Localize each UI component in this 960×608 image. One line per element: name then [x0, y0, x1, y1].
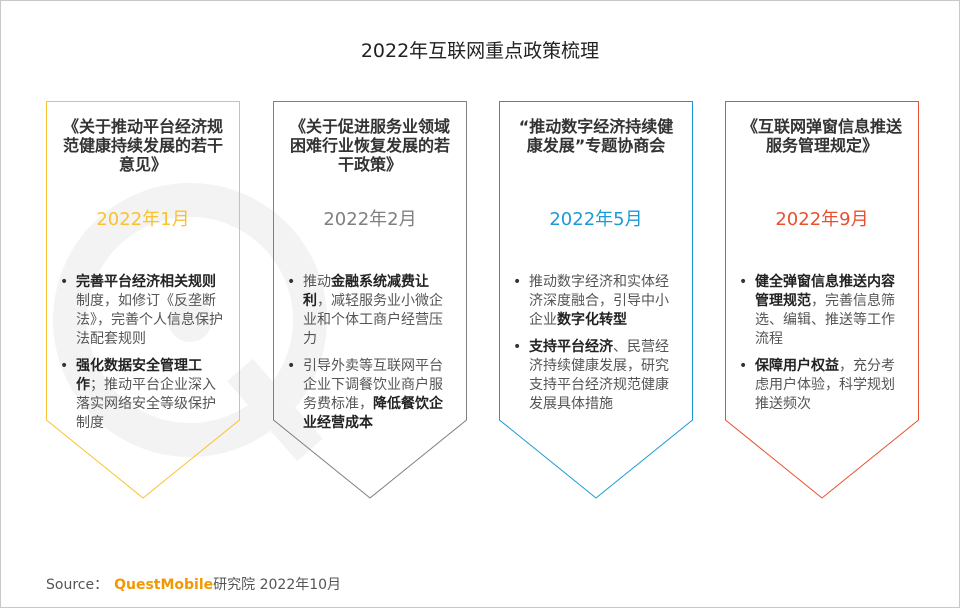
bullet-list: 完善平台经济相关规则制度，如修订《反垄断法》，完善个人信息保护法配套规则强化数据… — [58, 273, 228, 441]
bullet-item: 推动金融系统减费让利，减轻服务业小微企业和个体工商户经营压力 — [285, 273, 455, 349]
bullet-highlight: 降低餐饮企业经营成本 — [303, 396, 443, 431]
bullet-list: 健全弹窗信息推送内容管理规范，完善信息筛选、编辑、推送等工作流程保障用户权益，充… — [737, 273, 907, 422]
bullet-highlight: 支持平台经济 — [529, 339, 613, 355]
source-brand: QuestMobile — [114, 577, 214, 593]
bullet-text: 推动 — [303, 274, 331, 290]
bullet-item: 支持平台经济、民营经济持续健康发展，研究支持平台经济规范健康发展具体措施 — [511, 338, 681, 414]
bullet-highlight: 完善平台经济相关规则 — [76, 274, 216, 290]
bullet-item: 完善平台经济相关规则制度，如修订《反垄断法》，完善个人信息保护法配套规则 — [58, 273, 228, 349]
bullet-item: 强化数据安全管理工作；推动平台企业深入落实网络安全等级保护制度 — [58, 357, 228, 433]
policy-card: 《关于促进服务业领域困难行业恢复发展的若干政策》 2022年2月推动金融系统减费让… — [273, 101, 467, 499]
source-line: Source： QuestMobile研究院 2022年10月 — [46, 574, 341, 594]
bullet-highlight: 保障用户权益 — [755, 358, 839, 374]
bullet-list: 推动数字经济和实体经济深度融合，引导中小企业数字化转型支持平台经济、民营经济持续… — [511, 273, 681, 422]
bullet-highlight: 强化数据安全管理工作 — [76, 358, 202, 393]
card-date: 2022年1月 — [96, 209, 190, 230]
card-date: 2022年9月 — [775, 209, 869, 230]
bullet-text: 引导外卖等互联网平台企业下调餐饮业商户服务费标准， — [303, 358, 443, 412]
bullet-highlight: 金融系统减费让利 — [303, 274, 429, 309]
card-outline — [725, 101, 919, 499]
policy-card: 《互联网弹窗信息推送服务管理规定》 2022年9月健全弹窗信息推送内容管理规范，完… — [725, 101, 919, 499]
bullet-item: 健全弹窗信息推送内容管理规范，完善信息筛选、编辑、推送等工作流程 — [737, 273, 907, 349]
card-outline — [499, 101, 693, 499]
card-outline — [273, 101, 467, 499]
policy-card: 《关于推动平台经济规范健康持续发展的若干意见》 2022年1月完善平台经济相关规则… — [46, 101, 240, 499]
policy-card: “推动数字经济持续健康发展”专题协商会 2022年5月推动数字经济和实体经济深度融… — [499, 101, 693, 499]
card-title: 《关于促进服务业领域困难行业恢复发展的若干政策》 — [289, 117, 450, 174]
bullet-text: ，充分考虑用户体验，科学规划推送频次 — [755, 358, 895, 412]
bullet-text: 制度，如修订《反垄断法》，完善个人信息保护法配套规则 — [76, 293, 223, 347]
bullet-item: 保障用户权益，充分考虑用户体验，科学规划推送频次 — [737, 357, 907, 414]
bullet-text: ，减轻服务业小微企业和个体工商户经营压力 — [303, 293, 443, 347]
bullet-highlight: 健全弹窗信息推送内容管理规范 — [755, 274, 895, 309]
card-title: “推动数字经济持续健康发展”专题协商会 — [518, 117, 674, 155]
card-title: 《关于推动平台经济规范健康持续发展的若干意见》 — [62, 117, 223, 174]
bullet-item: 推动数字经济和实体经济深度融合，引导中小企业数字化转型 — [511, 273, 681, 330]
page-title: 2022年互联网重点政策梳理 — [360, 40, 600, 62]
bullet-item: 引导外卖等互联网平台企业下调餐饮业商户服务费标准，降低餐饮企业经营成本 — [285, 357, 455, 433]
bullet-text: ，完善信息筛选、编辑、推送等工作流程 — [755, 293, 895, 347]
bullet-text: ；推动平台企业深入落实网络安全等级保护制度 — [76, 377, 216, 431]
bullet-highlight: 数字化转型 — [557, 312, 627, 328]
source-rest: 研究院 2022年10月 — [213, 577, 342, 593]
bullet-text: 推动数字经济和实体经济深度融合，引导中小企业 — [529, 274, 669, 328]
source-label: Source： — [46, 577, 109, 593]
bullet-list: 推动金融系统减费让利，减轻服务业小微企业和个体工商户经营压力引导外卖等互联网平台… — [285, 273, 455, 441]
bullet-text: 、民营经济持续健康发展，研究支持平台经济规范健康发展具体措施 — [529, 339, 669, 412]
card-date: 2022年5月 — [549, 209, 643, 230]
card-outline — [46, 101, 240, 499]
card-date: 2022年2月 — [323, 209, 417, 230]
card-title: 《互联网弹窗信息推送服务管理规定》 — [741, 117, 902, 155]
